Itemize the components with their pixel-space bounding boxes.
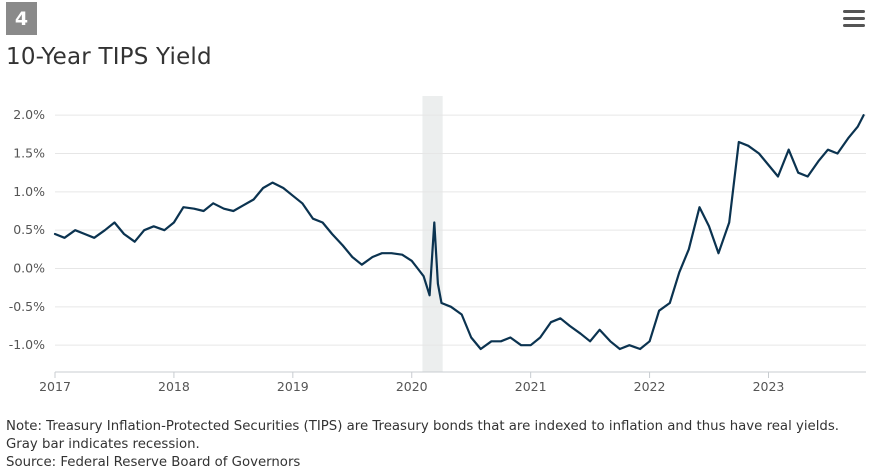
axis-layer: 2.0% 1.5% 1.0% 0.5% 0.0% -0.5% -1.0% 2017 2018 20… — [9, 107, 866, 394]
x-tick-label: 2020 — [396, 379, 428, 394]
line-layer — [53, 114, 865, 351]
menu-bar — [843, 24, 865, 27]
menu-bar — [843, 10, 865, 13]
hamburger-menu-icon[interactable] — [843, 10, 865, 28]
recession-note: Gray bar indicates recession. — [6, 437, 200, 452]
grid-layer — [55, 114, 866, 346]
figure-number-badge: 4 — [6, 2, 37, 35]
chart-title: 10-Year TIPS Yield — [6, 44, 212, 70]
y-tick-label: -0.5% — [9, 299, 45, 314]
y-tick-label: -1.0% — [9, 337, 45, 352]
menu-bar — [843, 17, 865, 20]
series-line — [53, 114, 865, 351]
y-tick-label: 2.0% — [13, 107, 45, 122]
x-tick-label: 2021 — [515, 379, 547, 394]
tips-yield-chart: 2.0% 1.5% 1.0% 0.5% 0.0% -0.5% -1.0% 2017 2018 20… — [9, 96, 866, 394]
y-tick-label: 1.0% — [13, 184, 45, 199]
x-tick-label: 2017 — [39, 379, 71, 394]
y-tick-label: 0.5% — [13, 222, 45, 237]
y-tick-label: 0.0% — [13, 261, 45, 276]
y-tick-label: 1.5% — [13, 146, 45, 161]
x-tick-label: 2023 — [753, 379, 785, 394]
x-tick-label: 2018 — [158, 379, 190, 394]
note-line: Note: Treasury Inflation-Protected Secur… — [6, 419, 840, 434]
x-tick-label: 2022 — [634, 379, 666, 394]
chart-note: Note: Treasury Inflation-Protected Secur… — [6, 418, 839, 472]
source-note: Source: Federal Reserve Board of Governo… — [6, 455, 301, 470]
x-tick-label: 2019 — [277, 379, 309, 394]
